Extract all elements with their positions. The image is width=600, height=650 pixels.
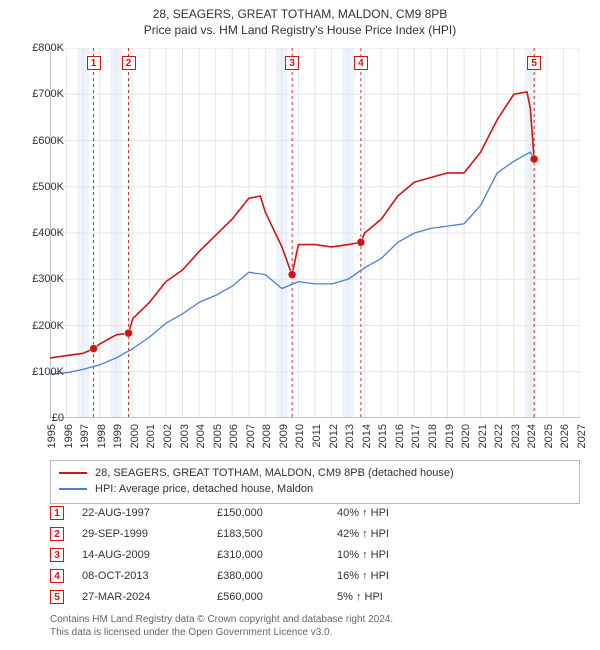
xtick-label: 1995 <box>46 424 58 448</box>
ytick-label: £500K <box>20 181 64 193</box>
tx-price: £183,500 <box>217 528 337 540</box>
xtick-label: 2023 <box>510 424 522 448</box>
xtick-label: 2017 <box>410 424 422 448</box>
xtick-label: 2012 <box>328 424 340 448</box>
tx-price: £380,000 <box>217 570 337 582</box>
xtick-label: 2021 <box>477 424 489 448</box>
xtick-label: 2020 <box>460 424 472 448</box>
tx-price: £560,000 <box>217 591 337 603</box>
xtick-label: 1996 <box>63 424 75 448</box>
xtick-label: 1997 <box>79 424 91 448</box>
xtick-label: 2013 <box>344 424 356 448</box>
legend-swatch-2 <box>59 488 87 490</box>
xtick-label: 2014 <box>361 424 373 448</box>
attribution-line2: This data is licensed under the Open Gov… <box>50 626 580 639</box>
ytick-label: £400K <box>20 227 64 239</box>
event-marker: 5 <box>527 56 541 70</box>
xtick-label: 2018 <box>427 424 439 448</box>
title-line1: 28, SEAGERS, GREAT TOTHAM, MALDON, CM9 8… <box>0 6 600 22</box>
tx-marker: 5 <box>50 590 64 604</box>
tx-row: 1 22-AUG-1997 £150,000 40% ↑ HPI <box>50 502 580 523</box>
legend-label-1: 28, SEAGERS, GREAT TOTHAM, MALDON, CM9 8… <box>95 467 454 479</box>
tx-row: 4 08-OCT-2013 £380,000 16% ↑ HPI <box>50 565 580 586</box>
xtick-label: 1999 <box>112 424 124 448</box>
ytick-label: £800K <box>20 42 64 54</box>
tx-delta: 10% ↑ HPI <box>337 549 389 561</box>
tx-marker: 2 <box>50 527 64 541</box>
attribution: Contains HM Land Registry data © Crown c… <box>50 613 580 639</box>
tx-marker: 3 <box>50 548 64 562</box>
tx-delta: 40% ↑ HPI <box>337 507 389 519</box>
xtick-label: 2006 <box>228 424 240 448</box>
tx-delta: 16% ↑ HPI <box>337 570 389 582</box>
tx-date: 27-MAR-2024 <box>82 591 217 603</box>
event-marker: 2 <box>122 56 136 70</box>
event-marker: 3 <box>285 56 299 70</box>
attribution-line1: Contains HM Land Registry data © Crown c… <box>50 613 580 626</box>
tx-marker: 1 <box>50 506 64 520</box>
xtick-label: 2026 <box>559 424 571 448</box>
tx-price: £310,000 <box>217 549 337 561</box>
tx-price: £150,000 <box>217 507 337 519</box>
chart-area <box>50 48 580 418</box>
xtick-label: 2024 <box>526 424 538 448</box>
ytick-label: £200K <box>20 320 64 332</box>
xtick-label: 2002 <box>162 424 174 448</box>
xtick-label: 2004 <box>195 424 207 448</box>
xtick-label: 2022 <box>493 424 505 448</box>
ytick-label: £100K <box>20 366 64 378</box>
ytick-label: £600K <box>20 135 64 147</box>
legend-label-2: HPI: Average price, detached house, Mald… <box>95 483 313 495</box>
plot-svg <box>50 48 580 418</box>
title-line2: Price paid vs. HM Land Registry's House … <box>0 22 600 38</box>
event-marker: 1 <box>87 56 101 70</box>
tx-row: 2 29-SEP-1999 £183,500 42% ↑ HPI <box>50 523 580 544</box>
legend: 28, SEAGERS, GREAT TOTHAM, MALDON, CM9 8… <box>50 460 580 504</box>
xtick-label: 2005 <box>212 424 224 448</box>
xtick-label: 1998 <box>96 424 108 448</box>
xtick-label: 2000 <box>129 424 141 448</box>
xtick-label: 2008 <box>261 424 273 448</box>
tx-date: 14-AUG-2009 <box>82 549 217 561</box>
xtick-label: 2001 <box>145 424 157 448</box>
transactions-table: 1 22-AUG-1997 £150,000 40% ↑ HPI 2 29-SE… <box>50 502 580 607</box>
title-block: 28, SEAGERS, GREAT TOTHAM, MALDON, CM9 8… <box>0 0 600 38</box>
legend-row-2: HPI: Average price, detached house, Mald… <box>59 481 571 497</box>
tx-delta: 42% ↑ HPI <box>337 528 389 540</box>
xtick-label: 2015 <box>377 424 389 448</box>
xtick-label: 2010 <box>294 424 306 448</box>
xtick-label: 2003 <box>179 424 191 448</box>
tx-row: 3 14-AUG-2009 £310,000 10% ↑ HPI <box>50 544 580 565</box>
xtick-label: 2019 <box>444 424 456 448</box>
tx-date: 22-AUG-1997 <box>82 507 217 519</box>
tx-date: 08-OCT-2013 <box>82 570 217 582</box>
tx-delta: 5% ↑ HPI <box>337 591 383 603</box>
legend-swatch-1 <box>59 472 87 474</box>
xtick-label: 2016 <box>394 424 406 448</box>
xtick-label: 2011 <box>311 424 323 448</box>
legend-row-1: 28, SEAGERS, GREAT TOTHAM, MALDON, CM9 8… <box>59 465 571 481</box>
xtick-label: 2025 <box>543 424 555 448</box>
chart-container: 28, SEAGERS, GREAT TOTHAM, MALDON, CM9 8… <box>0 0 600 650</box>
tx-date: 29-SEP-1999 <box>82 528 217 540</box>
tx-row: 5 27-MAR-2024 £560,000 5% ↑ HPI <box>50 586 580 607</box>
ytick-label: £700K <box>20 88 64 100</box>
tx-marker: 4 <box>50 569 64 583</box>
event-marker: 4 <box>354 56 368 70</box>
xtick-label: 2027 <box>576 424 588 448</box>
ytick-label: £0 <box>20 412 64 424</box>
ytick-label: £300K <box>20 273 64 285</box>
xtick-label: 2009 <box>278 424 290 448</box>
xtick-label: 2007 <box>245 424 257 448</box>
